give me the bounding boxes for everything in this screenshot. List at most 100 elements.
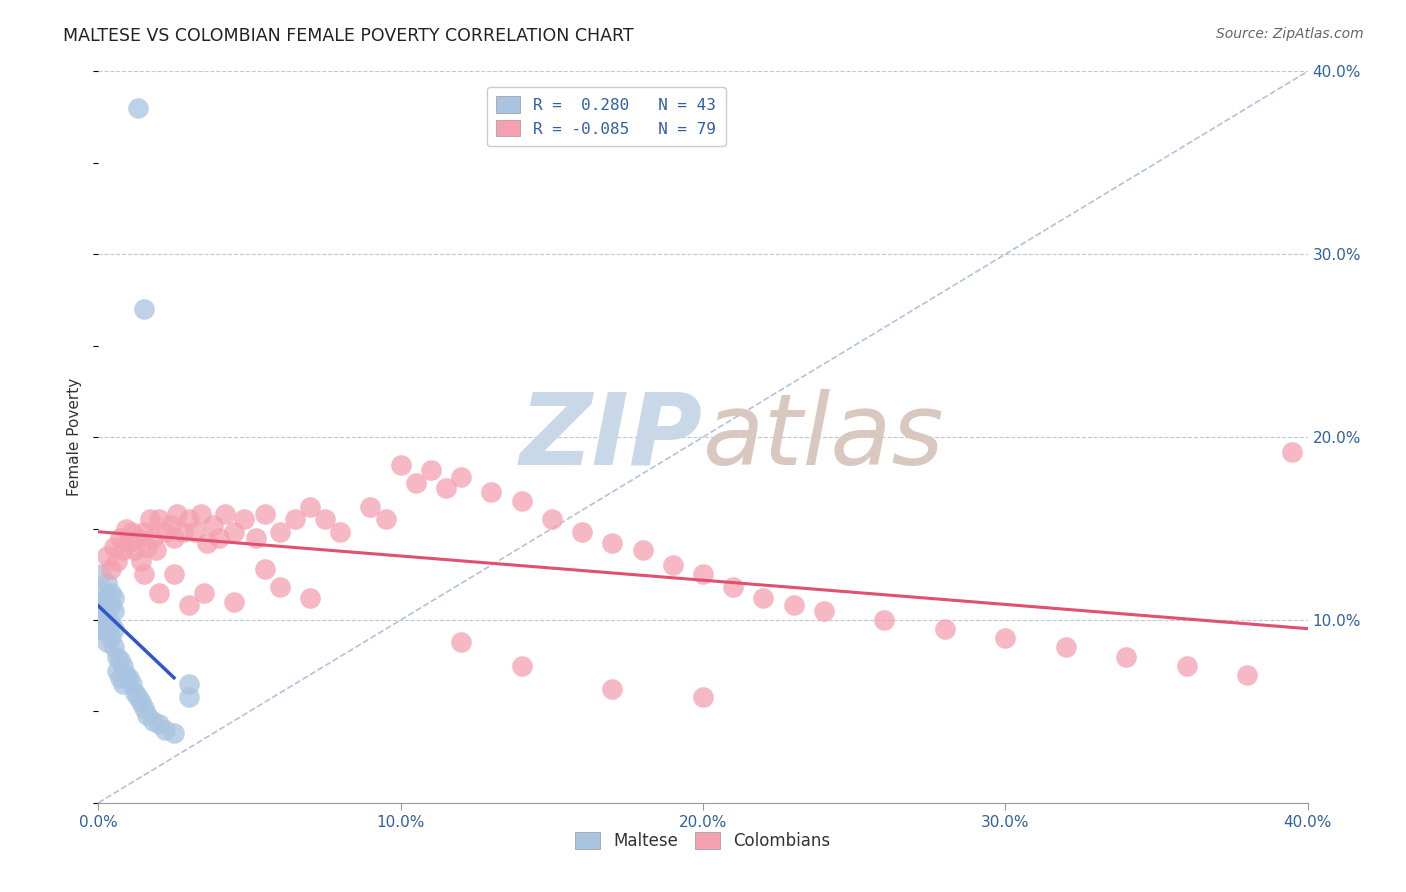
Point [172, 525, 194, 540]
Point [135, 708, 157, 723]
Point [692, 567, 714, 582]
Point [111, 543, 134, 558]
Point [121, 677, 143, 691]
Point [405, 475, 427, 490]
Point [105, 554, 128, 568]
Point [179, 677, 201, 691]
Point [103, 540, 125, 554]
Point [481, 485, 503, 500]
Point [299, 591, 322, 605]
Point [114, 667, 136, 681]
Point [389, 458, 412, 472]
Point [90, 604, 112, 618]
Point [132, 301, 155, 317]
Point [121, 525, 143, 540]
Point [100, 599, 122, 613]
Point [602, 682, 624, 697]
Point [232, 512, 254, 526]
Point [208, 531, 231, 545]
Point [103, 604, 125, 618]
Point [195, 536, 218, 550]
Point [202, 517, 225, 532]
Point [661, 558, 683, 573]
Point [783, 599, 806, 613]
Point [90, 622, 112, 636]
Y-axis label: Female Poverty: Female Poverty [67, 378, 83, 496]
Point [111, 658, 134, 673]
Point [129, 554, 152, 568]
Point [510, 494, 533, 508]
Point [96, 591, 118, 605]
Point [132, 700, 155, 714]
Point [132, 525, 155, 540]
Point [127, 690, 149, 704]
Point [214, 507, 236, 521]
Point [105, 649, 128, 664]
Point [103, 640, 125, 655]
Point [253, 507, 276, 521]
Point [692, 690, 714, 704]
Point [1236, 667, 1258, 681]
Text: Source: ZipAtlas.com: Source: ZipAtlas.com [1216, 27, 1364, 41]
Point [224, 594, 246, 608]
Point [163, 531, 186, 545]
Point [269, 525, 291, 540]
Point [571, 525, 593, 540]
Point [420, 463, 443, 477]
Point [127, 101, 149, 115]
Point [100, 632, 122, 646]
Point [93, 613, 115, 627]
Point [360, 500, 382, 514]
Point [103, 591, 125, 605]
Point [145, 543, 167, 558]
Point [135, 540, 157, 554]
Point [153, 525, 176, 540]
Point [114, 521, 136, 535]
Text: ZIP: ZIP [520, 389, 703, 485]
Point [127, 531, 149, 545]
Point [148, 512, 170, 526]
Point [108, 653, 131, 667]
Point [723, 580, 745, 594]
Point [510, 658, 533, 673]
Point [245, 531, 267, 545]
Point [96, 549, 118, 563]
Point [329, 525, 352, 540]
Point [813, 604, 835, 618]
Point [179, 690, 201, 704]
Point [96, 622, 118, 636]
Point [100, 585, 122, 599]
Point [108, 531, 131, 545]
Point [224, 525, 246, 540]
Point [124, 543, 146, 558]
Point [269, 580, 291, 594]
Point [93, 622, 115, 636]
Point [450, 635, 472, 649]
Point [160, 517, 183, 532]
Point [105, 664, 128, 678]
Text: MALTESE VS COLOMBIAN FEMALE POVERTY CORRELATION CHART: MALTESE VS COLOMBIAN FEMALE POVERTY CORR… [63, 27, 634, 45]
Point [148, 585, 170, 599]
Point [96, 576, 118, 591]
Point [132, 567, 155, 582]
Point [631, 543, 654, 558]
Text: atlas: atlas [703, 389, 945, 485]
Point [90, 594, 112, 608]
Point [96, 604, 118, 618]
Point [93, 594, 115, 608]
Point [103, 622, 125, 636]
Point [193, 585, 215, 599]
Point [873, 613, 896, 627]
Point [450, 470, 472, 484]
Point [184, 525, 207, 540]
Point [163, 726, 186, 740]
Point [142, 714, 165, 728]
Point [1281, 444, 1303, 458]
Point [129, 695, 152, 709]
Point [299, 500, 322, 514]
Point [90, 567, 112, 582]
Point [314, 512, 336, 526]
Point [190, 507, 212, 521]
Point [374, 512, 396, 526]
Point [1115, 649, 1137, 664]
